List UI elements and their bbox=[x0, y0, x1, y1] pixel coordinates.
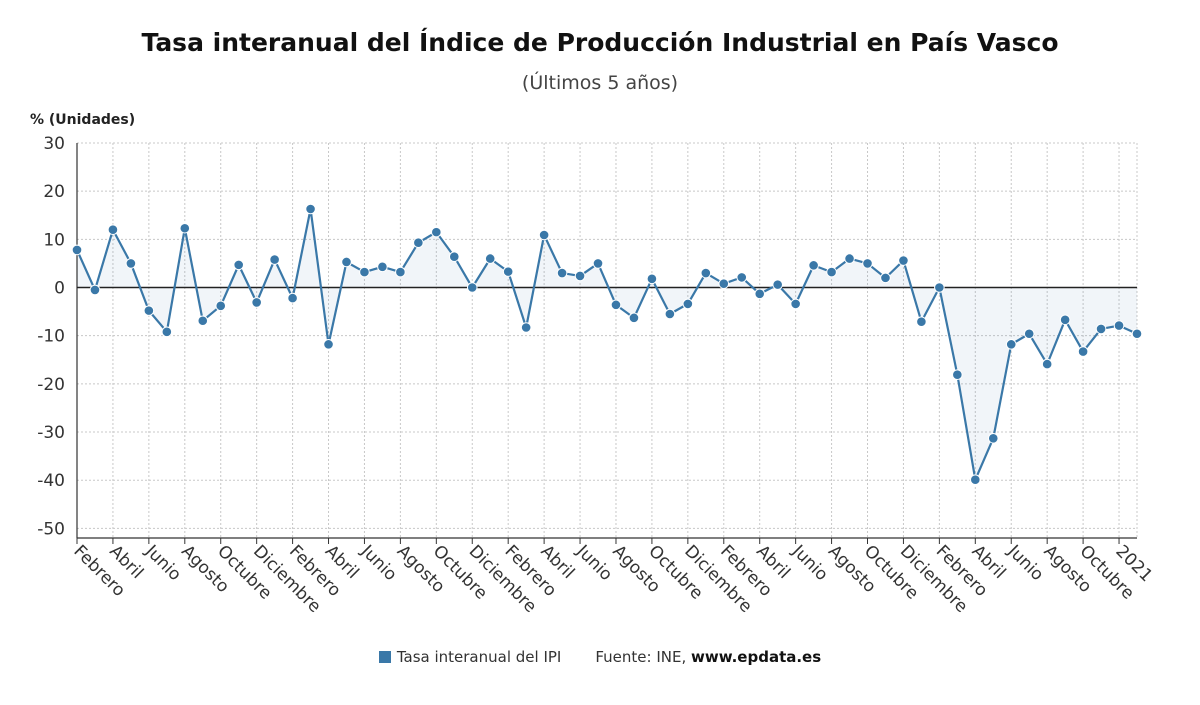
data-point bbox=[520, 322, 532, 333]
y-axis-label: % (Unidades) bbox=[30, 112, 136, 128]
data-point bbox=[233, 259, 244, 271]
data-point bbox=[610, 299, 622, 311]
data-point bbox=[987, 432, 999, 444]
data-point bbox=[934, 282, 945, 293]
chart-subtitle: (Últimos 5 años) bbox=[521, 72, 679, 94]
axes bbox=[76, 143, 1137, 544]
data-point bbox=[646, 273, 658, 285]
data-point bbox=[592, 258, 604, 269]
x-tick-label: Junio bbox=[572, 541, 616, 585]
series-line bbox=[75, 207, 1138, 481]
data-point bbox=[287, 292, 298, 304]
data-point bbox=[502, 266, 514, 277]
data-point bbox=[790, 298, 801, 310]
x-tick-labels: FebreroAbrilJunioAgostoOctubreDiciembreF… bbox=[69, 541, 1156, 617]
data-point bbox=[916, 316, 927, 328]
data-point bbox=[808, 260, 819, 271]
data-point bbox=[682, 298, 694, 310]
data-point bbox=[377, 261, 388, 273]
data-point bbox=[215, 300, 227, 312]
x-tick-label: Junio bbox=[141, 541, 185, 585]
data-point bbox=[1059, 314, 1071, 326]
data-point bbox=[359, 266, 370, 278]
source-label: Fuente: INE, bbox=[595, 648, 691, 666]
data-point bbox=[880, 272, 891, 284]
legend-swatch bbox=[378, 651, 391, 663]
data-point bbox=[197, 315, 209, 327]
data-point bbox=[628, 312, 640, 324]
data-point bbox=[1023, 328, 1035, 340]
y-tick-label: 0 bbox=[54, 279, 65, 299]
data-point bbox=[556, 267, 568, 279]
data-point bbox=[772, 279, 783, 290]
y-tick-label: 20 bbox=[43, 182, 65, 202]
chart-title: Tasa interanual del Índice de Producción… bbox=[141, 28, 1059, 57]
data-point bbox=[1131, 328, 1143, 340]
x-tick-label: Junio bbox=[356, 541, 400, 585]
y-tick-label: -30 bbox=[37, 423, 65, 443]
data-point bbox=[71, 244, 83, 256]
data-point bbox=[1041, 358, 1053, 370]
y-tick-label: -20 bbox=[37, 375, 65, 395]
data-point bbox=[395, 266, 406, 278]
source-site: www.epdata.es bbox=[690, 648, 822, 666]
data-point bbox=[1113, 320, 1125, 331]
area-path bbox=[77, 208, 1137, 480]
data-point bbox=[89, 284, 101, 296]
data-point bbox=[1095, 323, 1107, 335]
y-tick-label: -40 bbox=[37, 471, 65, 491]
data-point bbox=[161, 326, 173, 338]
data-point bbox=[970, 474, 981, 486]
data-point bbox=[736, 272, 748, 283]
series-polyline bbox=[75, 207, 1138, 481]
data-point bbox=[1005, 339, 1017, 350]
data-point bbox=[538, 229, 550, 241]
data-point bbox=[844, 253, 855, 264]
data-point bbox=[1077, 346, 1089, 357]
data-point bbox=[179, 222, 191, 234]
data-point bbox=[323, 339, 334, 350]
data-point bbox=[448, 251, 460, 262]
data-point bbox=[251, 297, 262, 308]
data-point bbox=[826, 266, 837, 278]
y-tick-label: -50 bbox=[37, 519, 65, 539]
x-tick-label: Junio bbox=[1003, 541, 1047, 585]
y-tick-label: 10 bbox=[43, 230, 65, 250]
y-tick-label: 30 bbox=[43, 134, 65, 154]
data-point bbox=[718, 278, 730, 289]
data-point bbox=[862, 258, 873, 269]
legend-label: Tasa interanual del IPI bbox=[396, 648, 562, 666]
legend: Tasa interanual del IPI Fuente: INE, www.… bbox=[0, 648, 1200, 666]
data-point bbox=[952, 369, 963, 381]
y-tick-label: -10 bbox=[37, 327, 65, 347]
data-point bbox=[574, 270, 586, 282]
data-point bbox=[269, 254, 280, 265]
data-point bbox=[431, 226, 442, 238]
data-point bbox=[466, 282, 478, 293]
y-tick-labels: 30 20 10 0 -10 -20 -30 -40 -50 bbox=[37, 134, 65, 539]
data-point bbox=[484, 253, 496, 264]
data-point bbox=[143, 305, 155, 316]
data-point bbox=[107, 224, 119, 236]
area-fill bbox=[77, 208, 1137, 480]
data-point bbox=[305, 203, 316, 215]
data-point bbox=[898, 255, 909, 266]
data-point bbox=[700, 267, 712, 279]
data-point bbox=[664, 308, 676, 320]
data-points bbox=[71, 203, 1143, 486]
x-tick-label: Junio bbox=[787, 541, 831, 585]
data-point bbox=[125, 258, 137, 269]
data-point bbox=[413, 237, 424, 249]
data-point bbox=[341, 256, 352, 268]
data-point bbox=[754, 288, 766, 300]
